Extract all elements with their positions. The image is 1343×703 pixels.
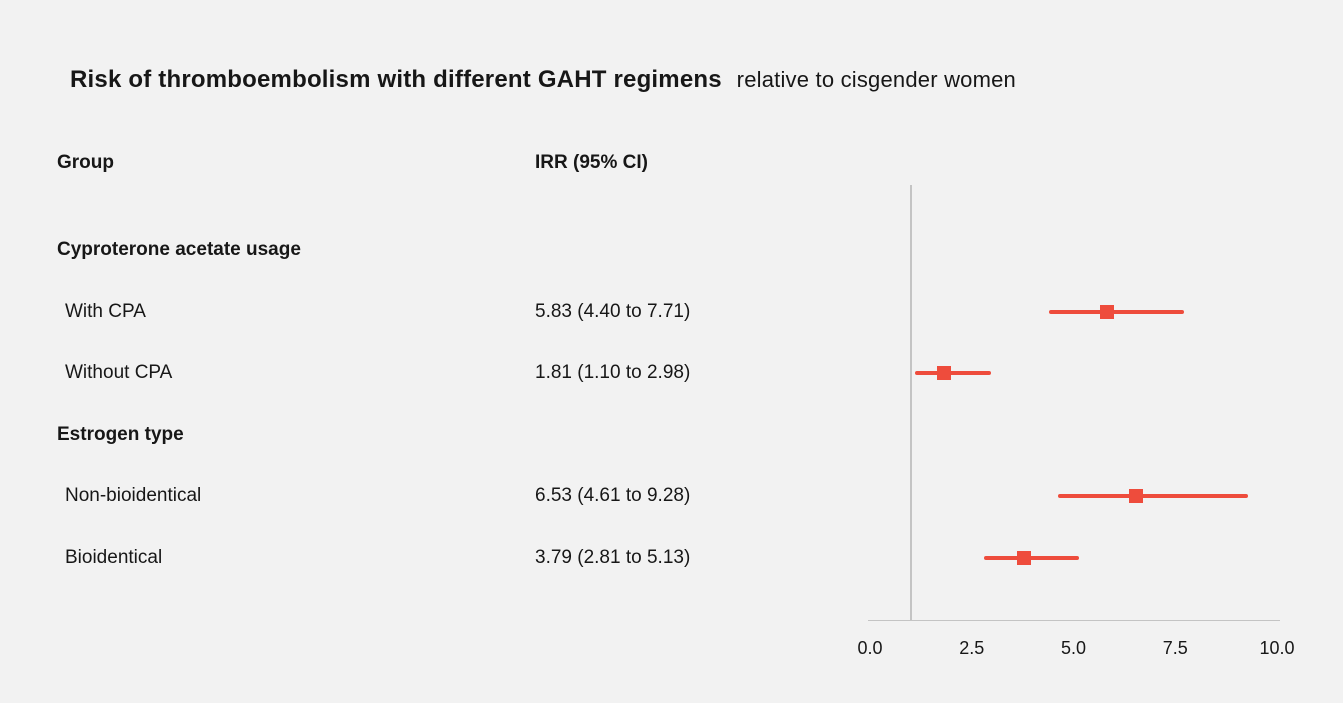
x-axis-tick-label: 0.0 [857,638,883,658]
chart-title-suffix: relative to cisgender women [736,67,1016,92]
row-irr-value: 1.81 (1.10 to 2.98) [535,362,691,383]
chart-title-main: Risk of thromboemboli­sm with different … [70,66,722,93]
row-irr-value: 5.83 (4.40 to 7.71) [535,301,691,322]
confidence-interval-line [1057,494,1248,498]
x-axis-tick-label: 5.0 [1060,638,1087,658]
group-header-label: Cyproterone acetate usage [57,239,301,260]
x-axis-tick-label: 2.5 [959,638,985,658]
row-group-label: With CPA [65,301,146,322]
row-group-label: Bioidentical [65,547,163,568]
x-axis-tick-label: 10.0 [1259,638,1295,658]
row-group-label: Non-bioidentical [65,485,202,506]
point-estimate-marker [1100,305,1115,319]
confidence-interval-line [1049,310,1184,314]
point-estimate-marker [1128,489,1143,503]
column-header-group: Group [57,152,114,173]
reference-line [909,185,912,620]
point-estimate-marker [1017,551,1032,565]
x-axis-line [868,620,1280,621]
chart-title: Risk of thromboemboli­sm with different … [70,66,1016,94]
x-axis-tick-label: 7.5 [1162,638,1188,658]
group-header-label: Estrogen type [57,424,184,445]
point-estimate-marker [936,366,951,380]
confidence-interval-line [914,371,992,375]
confidence-interval-line [984,556,1079,560]
column-header-irr: IRR (95% CI) [535,152,648,173]
row-irr-value: 6.53 (4.61 to 9.28) [535,485,691,506]
row-group-label: Without CPA [65,362,173,383]
row-irr-value: 3.79 (2.81 to 5.13) [535,547,691,568]
